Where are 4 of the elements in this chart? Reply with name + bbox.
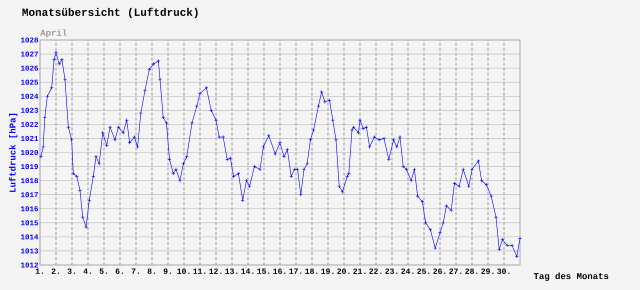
y-axis-title: Luftdruck [hPa] [8, 114, 18, 192]
x-axis-title: Tag des Monats [534, 272, 608, 281]
chart-title: Monatsübersicht (Luftdruck) [22, 8, 198, 18]
chart-subtitle: April [40, 29, 67, 38]
